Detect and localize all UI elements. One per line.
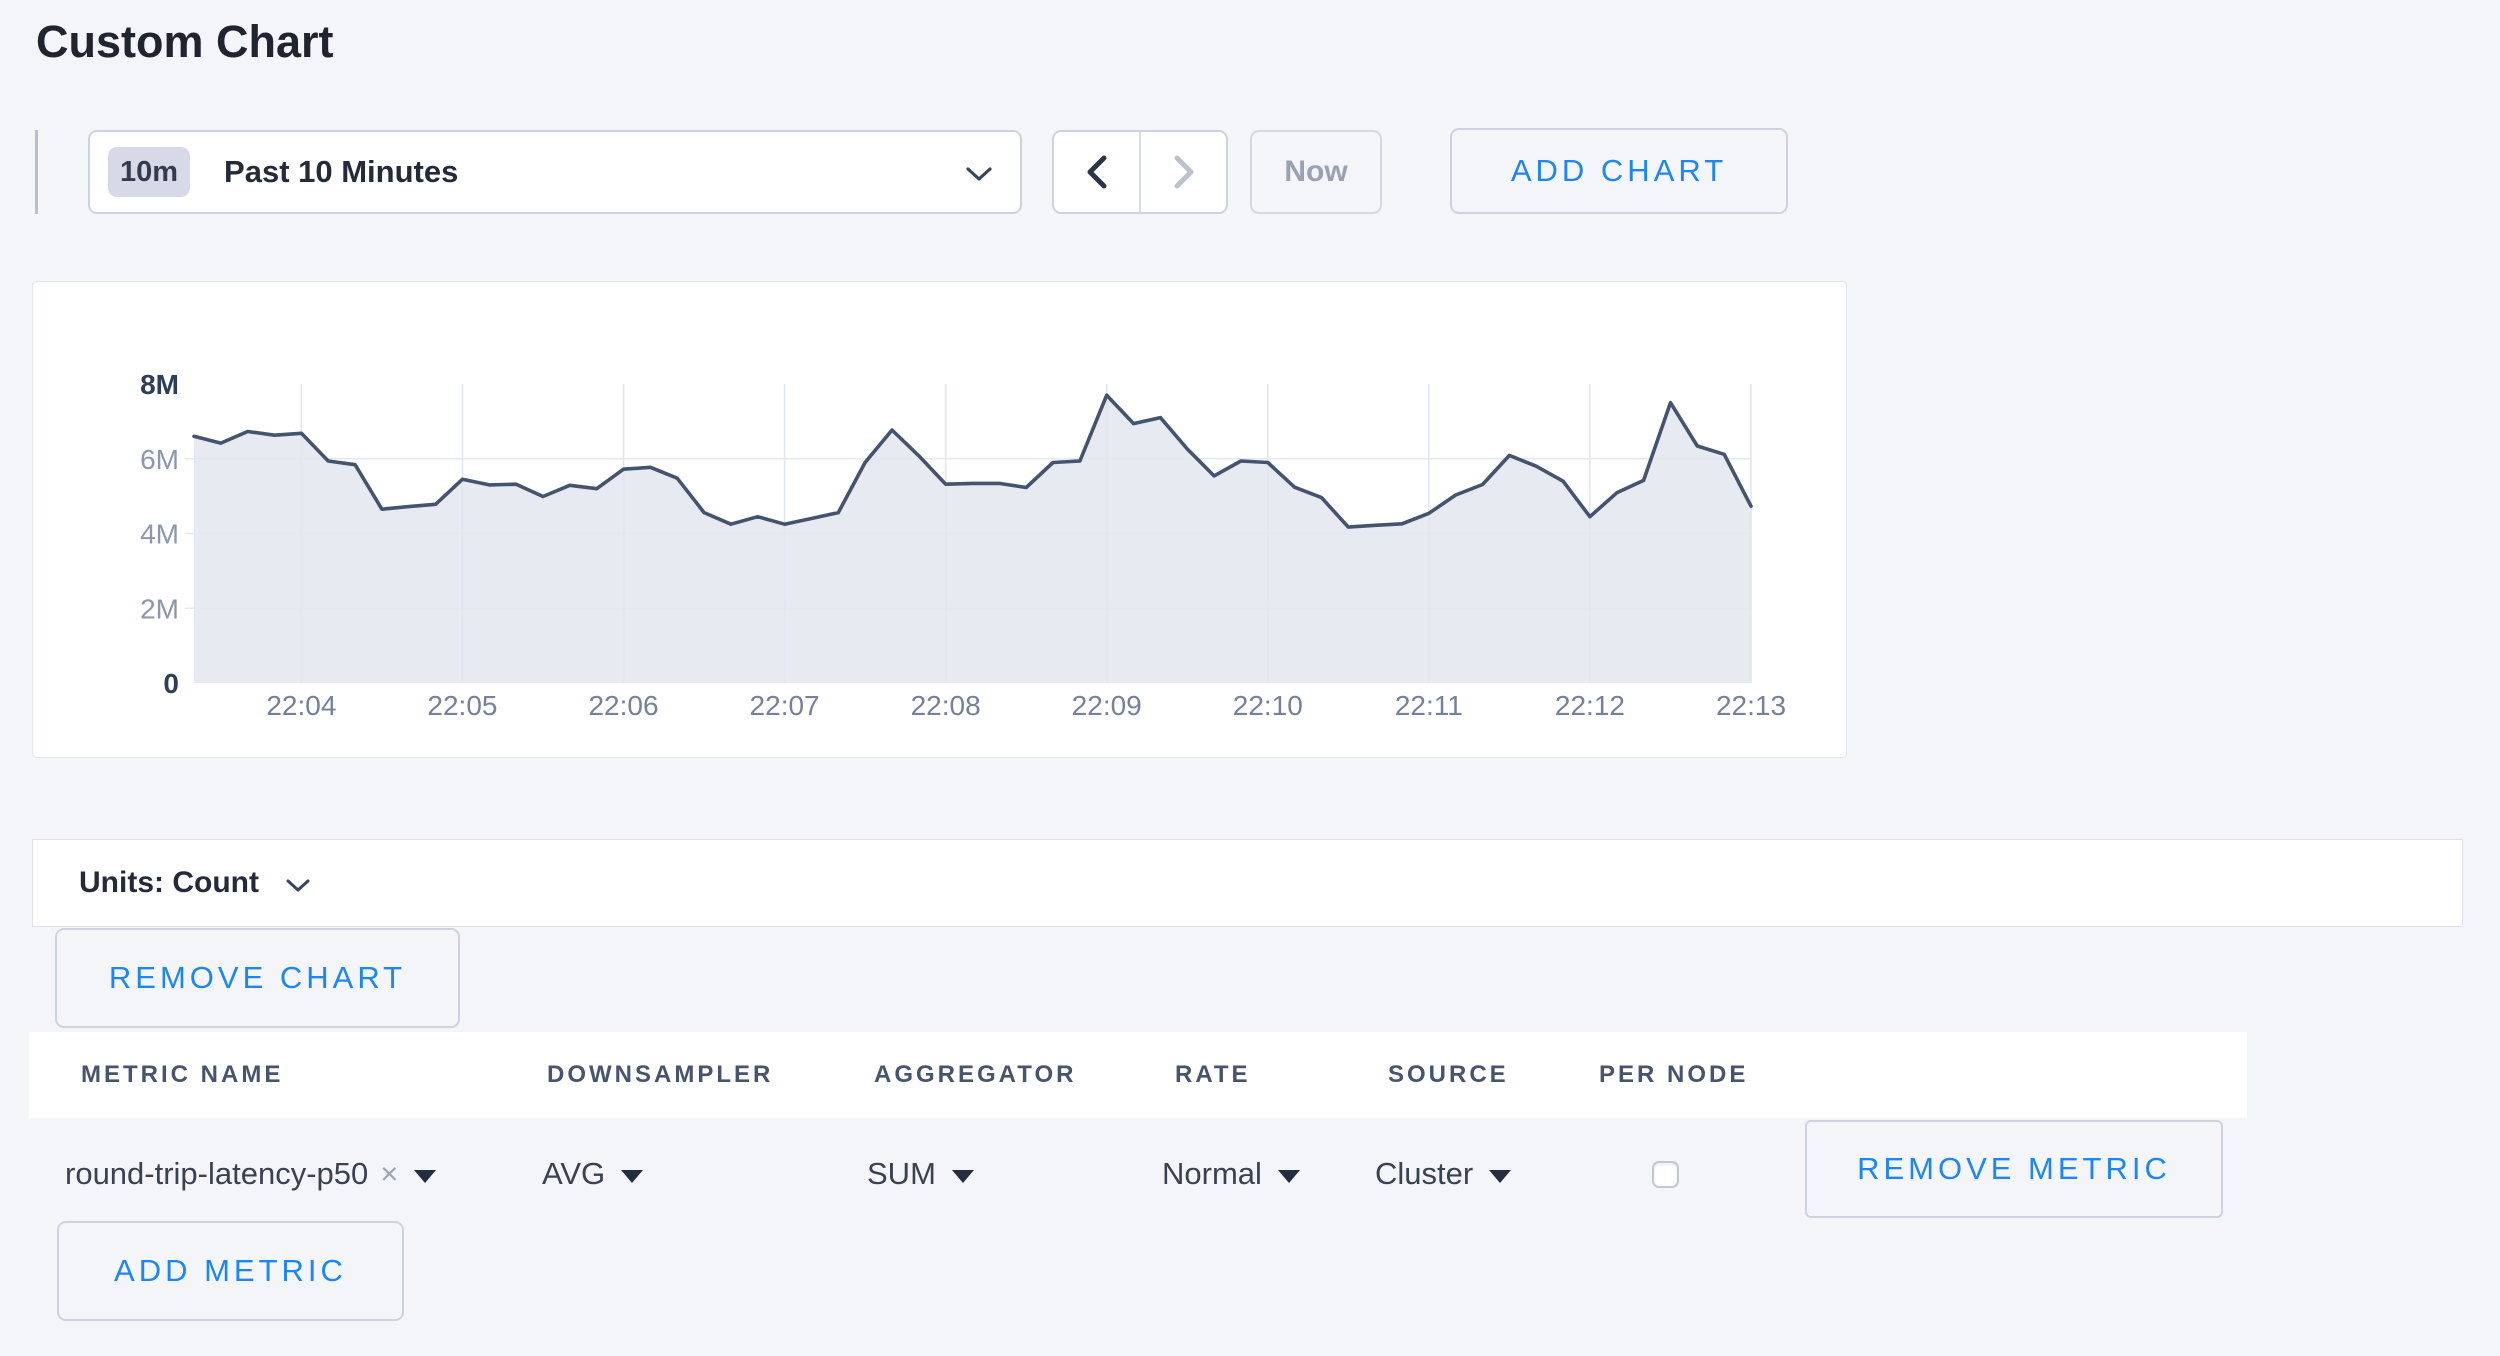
- chart-card: 0 2M 4M 6M 8M 22:04 22:05 22:06 22:07 22:08 22:09 2…: [32, 281, 1847, 758]
- time-step-buttons: [1052, 130, 1228, 214]
- rate-select[interactable]: Normal: [1162, 1118, 1300, 1230]
- caret-down-icon: [1277, 1169, 1300, 1183]
- per-node-cell: [1652, 1118, 1679, 1230]
- toolbar-divider: [35, 130, 38, 214]
- column-header-downsampler: DOWNSAMPLER: [547, 1061, 774, 1088]
- column-header-aggregator: AGGREGATOR: [874, 1061, 1077, 1088]
- chevron-left-icon: [1087, 155, 1106, 189]
- caret-down-icon: [951, 1169, 974, 1183]
- time-window-badge: 10m: [108, 147, 191, 197]
- downsampler-value: AVG: [542, 1156, 606, 1191]
- svg-text:8M: 8M: [140, 369, 179, 400]
- add-chart-button[interactable]: ADD CHART: [1450, 128, 1788, 214]
- aggregator-select[interactable]: SUM: [867, 1118, 974, 1230]
- caret-down-icon: [414, 1169, 437, 1183]
- svg-text:22:07: 22:07: [750, 690, 820, 721]
- svg-text:22:08: 22:08: [911, 690, 981, 721]
- svg-text:2M: 2M: [140, 593, 179, 624]
- downsampler-select[interactable]: AVG: [542, 1118, 644, 1230]
- caret-down-icon: [1489, 1169, 1512, 1183]
- time-window-dropdown[interactable]: 10m Past 10 Minutes: [88, 130, 1022, 214]
- column-header-rate: RATE: [1175, 1061, 1251, 1088]
- time-window-label: Past 10 Minutes: [224, 154, 459, 189]
- svg-text:22:13: 22:13: [1716, 690, 1786, 721]
- column-header-per-node: PER NODE: [1599, 1061, 1749, 1088]
- svg-text:22:06: 22:06: [588, 690, 658, 721]
- svg-text:22:11: 22:11: [1395, 690, 1463, 721]
- source-value: Cluster: [1375, 1156, 1474, 1191]
- aggregator-value: SUM: [867, 1156, 936, 1191]
- column-header-metric-name: METRIC NAME: [81, 1061, 284, 1088]
- metric-name-select[interactable]: round-trip-latency-p50 ×: [65, 1118, 437, 1230]
- remove-chart-button[interactable]: REMOVE CHART: [55, 928, 460, 1028]
- now-button[interactable]: Now: [1250, 130, 1382, 214]
- add-metric-button[interactable]: ADD METRIC: [57, 1221, 404, 1321]
- page-title: Custom Chart: [36, 16, 334, 67]
- units-dropdown-label: Units: Count: [79, 866, 259, 899]
- caret-down-icon: [621, 1169, 644, 1183]
- next-timespan-button[interactable]: [1141, 132, 1226, 212]
- chevron-down-icon: [966, 167, 992, 181]
- svg-text:22:12: 22:12: [1555, 690, 1625, 721]
- per-node-checkbox[interactable]: [1652, 1160, 1679, 1188]
- clear-metric-icon[interactable]: ×: [380, 1156, 399, 1191]
- metric-name-value: round-trip-latency-p50: [65, 1156, 369, 1191]
- chevron-down-icon: [286, 879, 310, 892]
- chevron-right-icon: [1174, 155, 1193, 189]
- units-dropdown[interactable]: Units: Count: [32, 839, 2463, 927]
- svg-text:22:09: 22:09: [1072, 690, 1142, 721]
- previous-timespan-button[interactable]: [1054, 132, 1141, 212]
- source-select[interactable]: Cluster: [1375, 1118, 1512, 1230]
- metrics-table-header: METRIC NAME DOWNSAMPLER AGGREGATOR RATE …: [29, 1032, 2247, 1118]
- svg-text:22:10: 22:10: [1233, 690, 1303, 721]
- timeseries-area-chart: 0 2M 4M 6M 8M 22:04 22:05 22:06 22:07 22:08 22:09 2…: [140, 369, 1786, 721]
- svg-text:22:05: 22:05: [427, 690, 497, 721]
- remove-metric-button[interactable]: REMOVE METRIC: [1805, 1120, 2223, 1218]
- svg-text:4M: 4M: [140, 519, 179, 550]
- rate-value: Normal: [1162, 1156, 1262, 1191]
- column-header-source: SOURCE: [1388, 1061, 1509, 1088]
- metric-row: round-trip-latency-p50 × AVG SUM Normal …: [29, 1118, 2247, 1230]
- svg-text:0: 0: [163, 668, 179, 699]
- svg-text:22:04: 22:04: [266, 690, 336, 721]
- svg-text:6M: 6M: [140, 444, 179, 475]
